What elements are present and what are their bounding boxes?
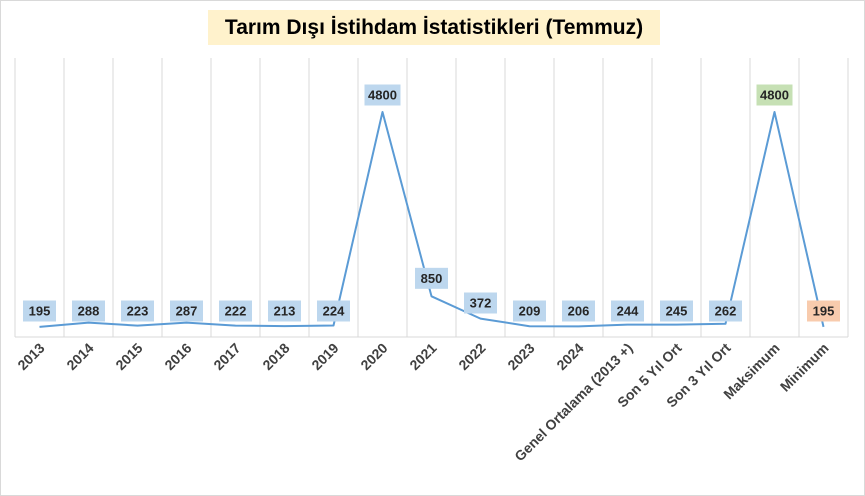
chart-title-box: Tarım Dışı İstihdam İstatistikleri (Temm… — [208, 10, 660, 45]
data-point — [725, 323, 727, 325]
data-point — [137, 325, 139, 327]
data-point — [578, 325, 580, 327]
data-point — [88, 322, 90, 324]
data-label-bg — [219, 300, 252, 322]
data-label-bg — [807, 300, 840, 322]
x-tick-label: 2017 — [210, 340, 243, 373]
x-tick-label: 2014 — [63, 340, 96, 373]
data-label: 372 — [470, 296, 492, 311]
x-tick-label: 2024 — [553, 340, 586, 373]
data-point — [186, 322, 188, 324]
data-point — [774, 111, 776, 113]
data-point — [284, 325, 286, 327]
data-label: 4800 — [760, 88, 789, 103]
data-label: 287 — [176, 304, 198, 319]
data-label-bg — [121, 300, 154, 322]
data-label: 195 — [29, 304, 51, 319]
data-label: 195 — [813, 304, 835, 319]
data-label: 223 — [127, 304, 149, 319]
x-tick-label: 2018 — [259, 340, 292, 373]
x-tick-label: 2023 — [504, 340, 537, 373]
data-label-bg — [464, 292, 497, 314]
data-label-bg — [513, 300, 546, 322]
data-label-bg — [72, 300, 105, 322]
data-label: 213 — [274, 304, 296, 319]
data-point — [823, 326, 825, 328]
data-label-bg — [756, 84, 793, 106]
data-point — [235, 325, 237, 327]
data-label: 288 — [78, 304, 100, 319]
chart-title: Tarım Dışı İstihdam İstatistikleri (Temm… — [224, 15, 644, 39]
data-point — [480, 318, 482, 320]
x-tick-label: 2013 — [14, 340, 47, 373]
x-tick-label: 2019 — [308, 340, 341, 373]
data-label-bg — [23, 300, 56, 322]
data-point — [676, 324, 678, 326]
data-point — [382, 111, 384, 113]
data-label: 224 — [323, 304, 345, 319]
x-tick-label: 2016 — [161, 340, 194, 373]
data-label: 209 — [519, 304, 541, 319]
data-label-bg — [415, 267, 448, 289]
x-tick-label: Minimum — [777, 340, 832, 395]
series-line — [39, 111, 825, 328]
data-label-bg — [709, 300, 742, 322]
data-label: 4800 — [368, 88, 397, 103]
data-label-bg — [562, 300, 595, 322]
data-label-bg — [170, 300, 203, 322]
data-label-bg — [660, 300, 693, 322]
data-point — [627, 324, 629, 326]
data-label-bg — [317, 300, 350, 322]
data-label: 244 — [617, 304, 639, 319]
data-point — [39, 326, 41, 328]
x-tick-label: 2022 — [455, 340, 488, 373]
data-label: 850 — [421, 271, 443, 286]
data-label: 206 — [568, 304, 590, 319]
data-label: 222 — [225, 304, 247, 319]
data-label-bg — [611, 300, 644, 322]
data-point — [529, 325, 531, 327]
x-tick-label: 2020 — [357, 340, 390, 373]
data-label: 245 — [666, 304, 688, 319]
data-label: 262 — [715, 304, 737, 319]
data-point — [333, 325, 335, 327]
data-point — [431, 295, 433, 297]
data-label-bg — [364, 84, 401, 106]
x-tick-label: 2015 — [112, 340, 145, 373]
x-tick-label: 2021 — [406, 340, 439, 373]
data-label-bg — [268, 300, 301, 322]
